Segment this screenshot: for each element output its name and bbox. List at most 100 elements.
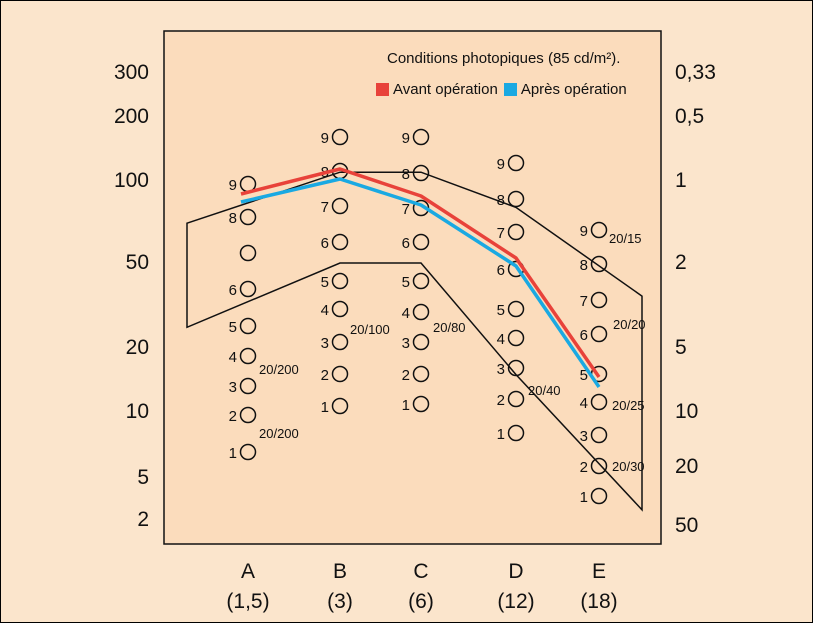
patch-label-D-8: 8 (497, 192, 505, 209)
patch-label-B-9: 9 (321, 130, 329, 147)
right-tick-label: 1 (675, 169, 687, 192)
right-tick-label: 50 (675, 514, 699, 537)
right-tick-label: 2 (675, 251, 687, 274)
patch-circle-A-8 (239, 208, 257, 226)
legend-title: Conditions photopiques (85 cd/m²). (387, 50, 621, 67)
patch-label-A-2: 2 (229, 408, 237, 425)
acuity-label-E-6: 20/20 (613, 317, 646, 332)
patch-circle-D-8 (507, 190, 525, 208)
category-sublabel-D: (12) (497, 590, 535, 613)
legend: Avant opération Après opération (376, 81, 627, 98)
patch-circle-E-6 (590, 325, 608, 343)
patch-circle-D-7 (507, 223, 525, 241)
category-label-E: E (591, 560, 606, 583)
category-label-A: A (240, 560, 255, 583)
patch-circle-C-5 (412, 272, 430, 290)
patch-label-C-6: 6 (402, 235, 410, 252)
patch-circle-E-4 (590, 393, 608, 411)
patch-label-A-5: 5 (229, 319, 237, 336)
patch-circle-B-9 (331, 128, 349, 146)
right-tick-label: 0,33 (675, 61, 716, 84)
acuity-label-E-8: 20/30 (612, 459, 645, 474)
left-tick-label: 100 (113, 169, 149, 192)
acuity-label-E-7: 20/25 (612, 398, 645, 413)
patch-circle-C-4 (412, 303, 430, 321)
patch-label-D-5: 5 (497, 302, 505, 319)
patch-label-C-1: 1 (402, 397, 410, 414)
category-label-D: D (508, 560, 524, 583)
patch-label-E-5: 5 (580, 367, 588, 384)
category-sublabel-E: (18) (580, 590, 618, 613)
patch-label-C-9: 9 (402, 130, 410, 147)
series-line-1 (240, 177, 601, 388)
acuity-label-A-0: 20/200 (259, 362, 299, 377)
patch-label-E-6: 6 (580, 327, 588, 344)
legend-label-before: Avant opération (393, 81, 498, 98)
legend-label-after: Après opération (520, 81, 627, 98)
patch-circle-B-3 (331, 333, 349, 351)
patch-label-D-1: 1 (497, 426, 505, 443)
patch-label-D-2: 2 (497, 392, 505, 409)
patch-circle-A-6 (239, 280, 257, 298)
patch-label-C-5: 5 (402, 274, 410, 291)
patch-label-D-9: 9 (497, 156, 505, 173)
category-sublabel-C: (6) (408, 590, 434, 613)
patch-circle-A-3 (239, 377, 257, 395)
patch-label-E-2: 2 (580, 459, 588, 476)
patch-circle-E-3 (590, 426, 608, 444)
acuity-label-B-2: 20/100 (350, 322, 390, 337)
patch-label-A-4: 4 (229, 349, 237, 366)
category-label-C: C (413, 560, 429, 583)
patch-label-D-4: 4 (497, 331, 505, 348)
patch-circle-C-8 (412, 164, 430, 182)
patch-circle-E-2 (590, 457, 608, 475)
left-tick-label: 200 (113, 105, 149, 128)
patch-label-D-6: 6 (497, 262, 505, 279)
legend-swatch-before (376, 83, 389, 96)
patch-label-A-1: 1 (229, 445, 237, 462)
left-tick-label: 300 (113, 61, 149, 84)
patch-label-E-9: 9 (580, 223, 588, 240)
patch-label-B-3: 3 (321, 335, 329, 352)
left-tick-label: 20 (125, 336, 149, 359)
patch-circle-E-8 (590, 255, 608, 273)
patch-circle-B-5 (331, 272, 349, 290)
patch-circle-B-6 (331, 233, 349, 251)
patch-circle-B-7 (331, 197, 349, 215)
patch-label-A-8: 8 (229, 210, 237, 227)
patch-label-C-3: 3 (402, 335, 410, 352)
patch-circle-D-4 (507, 329, 525, 347)
patch-circle-B-2 (331, 365, 349, 383)
patch-label-B-5: 5 (321, 274, 329, 291)
right-tick-label: 0,5 (675, 105, 705, 128)
left-tick-label: 50 (125, 251, 149, 274)
plot-area (163, 30, 662, 545)
normal-range-band (186, 171, 643, 512)
legend-swatch-after (503, 83, 517, 96)
patch-label-B-4: 4 (321, 302, 329, 319)
patch-circle-A-4 (239, 347, 257, 365)
acuity-label-D-4: 20/40 (528, 383, 561, 398)
patch-circle-E-9 (590, 221, 608, 239)
patch-label-B-1: 1 (321, 399, 329, 416)
patch-circle-A-5 (239, 317, 257, 335)
right-tick-label: 5 (675, 336, 687, 359)
patch-label-D-3: 3 (497, 361, 505, 378)
patch-label-A-6: 6 (229, 282, 237, 299)
patch-circle-A-2 (239, 406, 257, 424)
patch-circle-E-1 (590, 487, 608, 505)
patch-label-E-1: 1 (580, 489, 588, 506)
patch-circle-C-2 (412, 365, 430, 383)
patch-label-C-2: 2 (402, 367, 410, 384)
series-line-0 (240, 167, 601, 379)
patch-circle-A-7 (239, 244, 257, 262)
acuity-label-C-3: 20/80 (433, 320, 466, 335)
patch-circle-E-7 (590, 291, 608, 309)
patch-circle-D-9 (507, 154, 525, 172)
patch-circle-C-1 (412, 395, 430, 413)
patch-circle-D-2 (507, 390, 525, 408)
patch-circle-C-3 (412, 333, 430, 351)
patch-label-B-6: 6 (321, 235, 329, 252)
